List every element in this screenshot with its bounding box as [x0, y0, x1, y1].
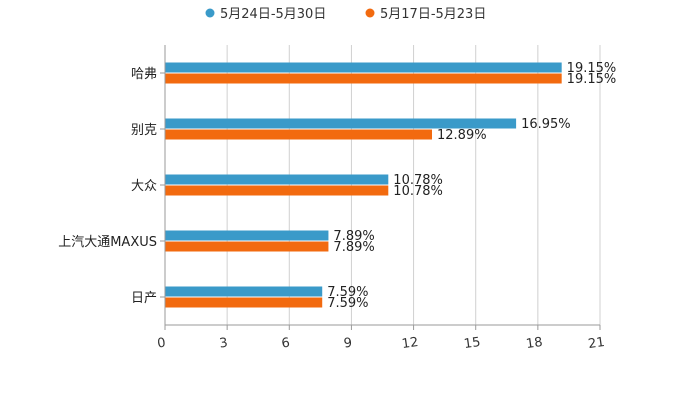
x-tick-label: 6 — [281, 336, 291, 352]
x-tick-label: 3 — [219, 336, 229, 352]
data-label-series1: 7.89% — [333, 229, 374, 244]
category-label: 别克 — [131, 123, 157, 138]
data-label-series2: 12.89% — [437, 128, 487, 143]
bar-series2-2 — [165, 129, 433, 140]
x-tick-label: 15 — [463, 335, 481, 352]
category-label: 大众 — [131, 179, 157, 194]
gridlines — [226, 45, 601, 325]
category-label: 上汽大通MAXUS — [58, 235, 157, 250]
x-tick-label: 0 — [156, 336, 166, 352]
data-label-series1: 7.59% — [327, 285, 368, 300]
bar-series1-4 — [165, 230, 329, 241]
x-tick-label: 12 — [401, 335, 419, 352]
category-label: 哈弗 — [131, 67, 157, 82]
labels: 0 3 6 9 12 15 18 21 哈弗 19.15%19.15% 别克 16.95% 12.89%… — [58, 61, 616, 352]
bar-series2-4 — [165, 241, 329, 252]
data-label-series1: 19.15% — [567, 61, 617, 76]
bars — [165, 62, 562, 308]
x-tick-label: 9 — [343, 336, 353, 352]
x-tick-label: 18 — [525, 335, 543, 352]
bar-series1-5 — [165, 286, 323, 297]
data-label-series2: 7.89% — [333, 240, 374, 255]
bar-series2-1 — [165, 73, 562, 84]
x-tick-label: 21 — [587, 335, 605, 352]
legend-label-series2: 5月17日-5月23日 — [380, 7, 486, 22]
data-label-series2: 7.59% — [327, 296, 368, 311]
bar-series2-3 — [165, 185, 389, 196]
data-label-series1: 10.78% — [393, 173, 443, 188]
category-label: 日产 — [131, 291, 157, 306]
legend-marker-series2 — [365, 8, 375, 18]
bar-series1-3 — [165, 174, 389, 185]
data-label-series1: 16.95% — [521, 117, 571, 132]
data-label-series2: 10.78% — [393, 184, 443, 199]
legend: 5月24日-5月30日 5月17日-5月23日 — [205, 7, 486, 22]
bar-series2-5 — [165, 297, 323, 308]
bar-series1-2 — [165, 118, 517, 129]
data-label-series2: 19.15% — [567, 72, 617, 87]
axes — [160, 45, 601, 330]
legend-label-series1: 5月24日-5月30日 — [220, 7, 326, 22]
legend-marker-series1 — [205, 8, 215, 18]
bar-series1-1 — [165, 62, 562, 73]
